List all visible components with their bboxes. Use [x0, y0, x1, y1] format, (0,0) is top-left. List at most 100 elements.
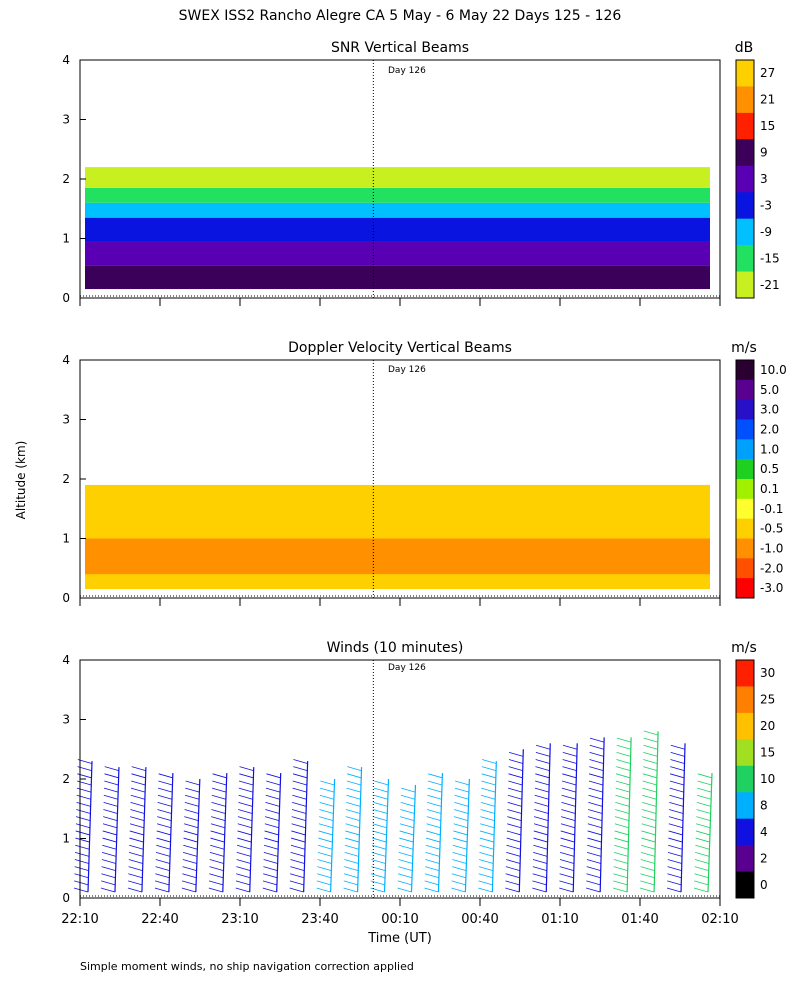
wind-barb	[76, 809, 91, 814]
colorbar-label: 20	[760, 719, 775, 733]
colorbar-swatch	[736, 479, 754, 500]
wind-barb	[561, 794, 576, 800]
wind-barb	[374, 780, 389, 786]
wind-barb	[320, 780, 335, 786]
wind-barb	[508, 773, 523, 779]
colorbar-label: 0	[760, 878, 768, 892]
wind-barb	[397, 880, 412, 886]
x-tick-label: 00:40	[461, 912, 498, 927]
colorbar-label: -0.5	[760, 522, 783, 536]
wind-profile-shaft	[114, 767, 120, 893]
colorbar-swatch	[736, 439, 754, 460]
wind-barb	[128, 851, 144, 857]
wind-barb	[237, 830, 252, 836]
wind-barb	[182, 866, 197, 872]
wind-barb	[588, 780, 604, 786]
wind-barb	[697, 773, 712, 779]
wind-barb	[266, 773, 281, 779]
wind-profile-shaft	[276, 773, 282, 893]
y-tick-label: 1	[62, 532, 70, 546]
footnote: Simple moment winds, no ship navigation …	[80, 960, 414, 973]
wind-barb	[292, 801, 307, 807]
wind-barb	[210, 830, 225, 836]
wind-barb	[318, 823, 333, 829]
wind-barb	[291, 816, 306, 822]
wind-barb	[615, 801, 630, 807]
wind-barb	[291, 830, 306, 836]
wind-profile-shaft	[356, 767, 363, 893]
wind-barb	[535, 773, 550, 779]
wind-barb	[209, 851, 225, 857]
wind-barb	[318, 837, 333, 843]
wind-barb	[668, 844, 683, 850]
wind-barb	[451, 880, 466, 886]
wind-barb	[346, 801, 361, 807]
colorbar-swatch	[736, 845, 754, 873]
wind-barb	[129, 837, 144, 843]
wind-barb	[560, 823, 576, 829]
wind-barb	[587, 844, 602, 850]
colorbar-label: 3	[760, 172, 768, 186]
wind-barb	[373, 809, 388, 814]
wind-barb	[481, 787, 496, 793]
wind-barb	[129, 830, 144, 836]
wind-barb	[290, 866, 305, 872]
wind-barb	[400, 809, 415, 814]
wind-barb	[643, 759, 658, 764]
wind-profile	[451, 778, 470, 893]
wind-barb	[183, 823, 199, 829]
wind-barb	[667, 851, 683, 857]
wind-barb	[103, 787, 119, 793]
wind-barb	[289, 887, 304, 893]
wind-barb	[641, 809, 657, 814]
wind-barb	[130, 816, 145, 822]
wind-barb	[697, 787, 712, 793]
wind-barb	[73, 887, 89, 893]
wind-barb	[157, 816, 172, 822]
wind-barb	[534, 801, 549, 807]
wind-barb	[289, 873, 305, 879]
wind-barb	[263, 859, 278, 864]
wind-barb	[667, 880, 682, 886]
wind-barb	[643, 744, 658, 750]
wind-barb	[614, 844, 629, 850]
wind-barb	[373, 801, 388, 807]
wind-barb	[293, 759, 308, 764]
wind-barb	[238, 794, 253, 800]
wind-profile-shaft	[437, 773, 444, 893]
wind-barb	[263, 844, 279, 850]
wind-profile-shaft	[249, 767, 255, 893]
wind-barb	[532, 859, 548, 864]
snr-band-0	[85, 265, 710, 290]
wind-barb	[182, 859, 197, 864]
wind-barb	[615, 773, 631, 779]
wind-barb	[561, 801, 576, 807]
wind-barb	[371, 844, 387, 850]
snr-title: SNR Vertical Beams	[331, 40, 469, 56]
colorbar-swatch	[736, 739, 754, 767]
colorbar-label: 30	[760, 666, 775, 680]
wind-barb	[508, 759, 524, 764]
wind-barb	[74, 873, 89, 879]
wind-barb	[505, 887, 520, 893]
wind-barb	[506, 844, 521, 850]
wind-barb	[128, 866, 143, 872]
wind-barb	[101, 851, 117, 857]
colorbar-label: 8	[760, 798, 768, 812]
wind-barb	[425, 866, 440, 872]
wind-barb	[666, 887, 682, 893]
wind-barb	[184, 816, 199, 822]
wind-barb	[265, 801, 280, 807]
wind-barb	[669, 801, 684, 807]
wind-barb	[694, 880, 709, 886]
wind-barb	[318, 816, 334, 822]
wind-barb	[103, 794, 118, 800]
wind-barb	[614, 830, 629, 836]
wind-barb	[535, 744, 551, 750]
wind-profile	[235, 766, 255, 893]
wind-profile-shaft	[626, 737, 632, 893]
wind-barb	[453, 837, 468, 843]
wind-barb	[210, 837, 225, 843]
wind-profile-shaft	[222, 773, 228, 893]
wind-barb	[696, 801, 711, 807]
